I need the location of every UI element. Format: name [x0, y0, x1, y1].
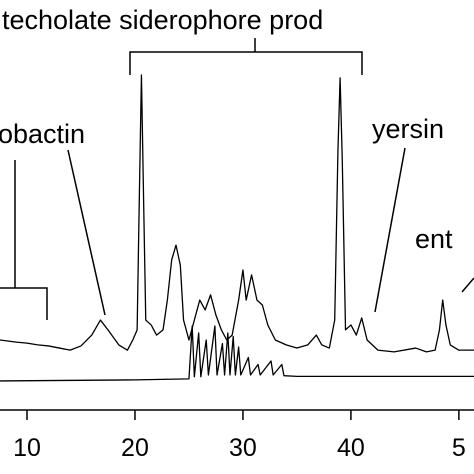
annotation: ent: [415, 224, 453, 254]
x-tick-label: 40: [337, 434, 365, 462]
x-tick-label: 5: [452, 434, 466, 462]
annotation: obactin: [0, 119, 85, 149]
pointer: [461, 277, 474, 293]
annotation: yersin: [372, 114, 444, 144]
annotation: techolate siderophore prod: [2, 5, 323, 35]
x-tick-label: 20: [121, 434, 149, 462]
bracket: [129, 38, 363, 75]
trace: [0, 74, 474, 353]
x-tick-label: 10: [13, 434, 41, 462]
annotation-lines: [0, 38, 474, 320]
x-tick-label: 30: [229, 434, 257, 462]
pointer: [67, 149, 106, 316]
trace: [0, 325, 474, 382]
bracket: [0, 160, 48, 320]
pointer: [374, 147, 406, 313]
